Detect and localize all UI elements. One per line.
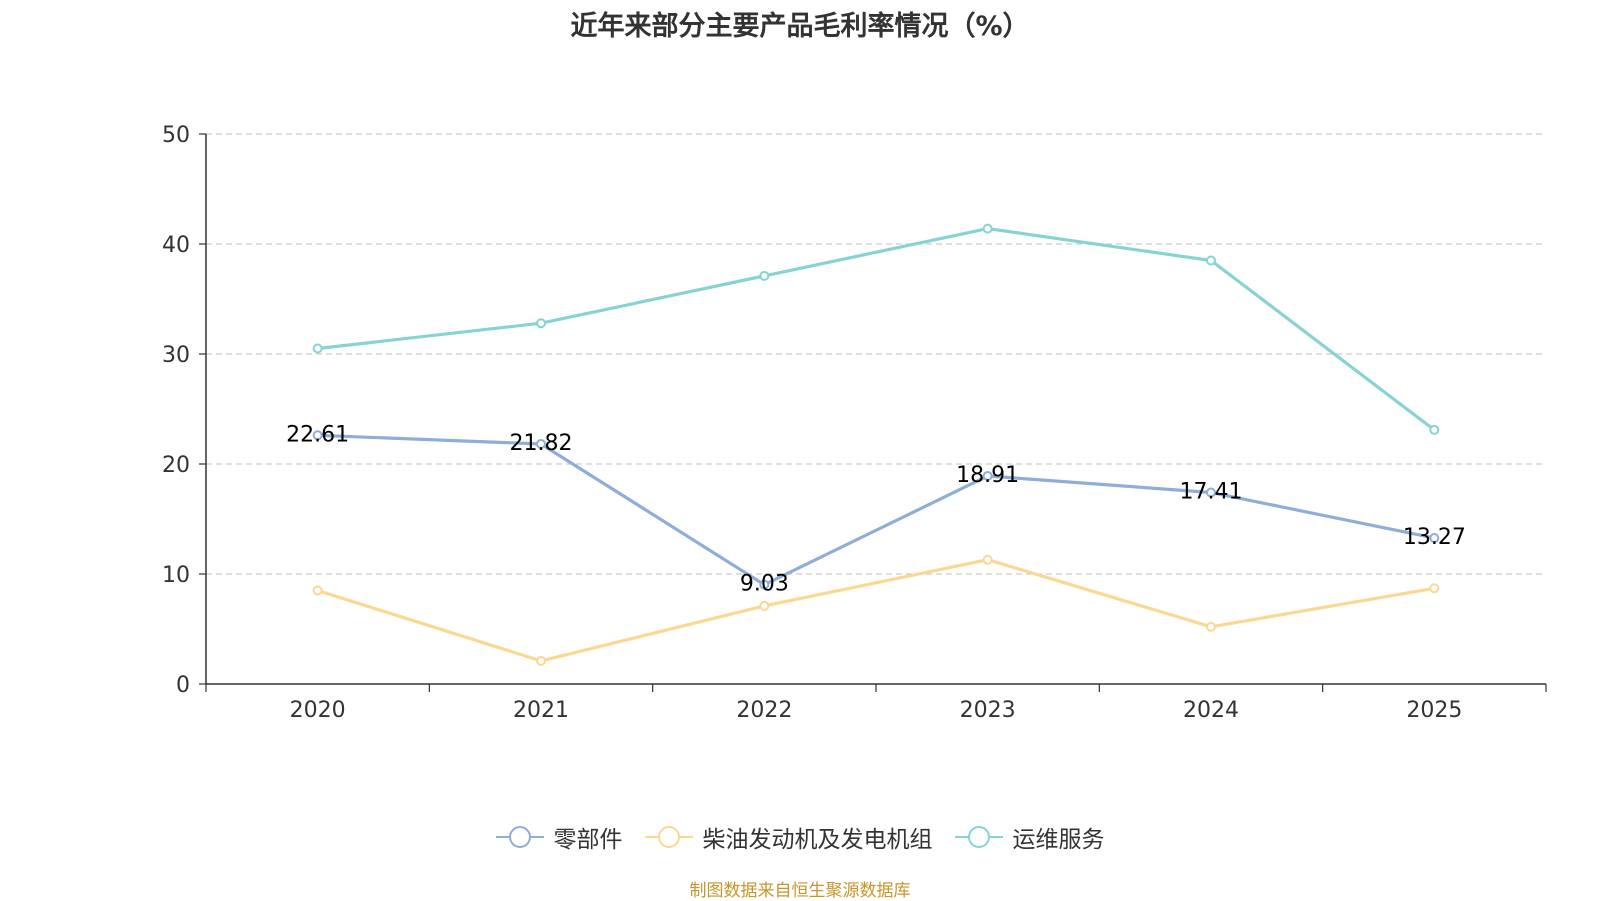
x-tick-label: 2025 (1406, 698, 1462, 723)
legend-item[interactable]: 柴油发动机及发电机组 (644, 820, 933, 854)
series-line (317, 227, 1436, 432)
legend-item[interactable]: 零部件 (495, 820, 623, 854)
series-line (317, 558, 1435, 663)
chart-title: 近年来部分主要产品毛利率情况（%） (570, 11, 1030, 42)
data-point (759, 270, 770, 281)
data-label: 17.41 (1180, 479, 1243, 504)
data-point (1206, 255, 1216, 266)
y-tick-label: 40 (162, 233, 190, 258)
data-point (1429, 583, 1440, 594)
axes: 0 10 20 30 40 50 2020 2021 2022 2023 2024 2025 (162, 123, 1547, 723)
legend-line-circle-icon (644, 826, 693, 848)
x-tick-label: 2020 (290, 698, 346, 723)
legend-item[interactable]: 运维服务 (954, 820, 1105, 854)
data-labels: 22.61 21.82 9.03 18.91 17.41 13.27 (286, 422, 1466, 596)
x-tick-label: 2024 (1183, 698, 1239, 723)
y-tick-label: 30 (162, 343, 190, 368)
data-point (1429, 533, 1440, 544)
legend-label: 柴油发动机及发电机组 (702, 827, 933, 853)
y-tick-label: 0 (176, 673, 190, 698)
data-point (982, 470, 993, 481)
data-point (536, 318, 546, 329)
series-line (317, 433, 1435, 587)
data-label: 21.82 (510, 431, 573, 456)
y-tick-label: 20 (162, 453, 190, 478)
grid-lines (206, 133, 1546, 575)
data-label: 9.03 (740, 572, 789, 597)
series-lines (312, 223, 1440, 666)
data-point (1429, 424, 1440, 435)
data-point (312, 343, 323, 354)
x-tick-label: 2021 (513, 698, 569, 723)
data-point (536, 438, 546, 449)
data-point (312, 585, 323, 596)
data-label: 18.91 (956, 463, 1019, 488)
data-label: 22.61 (286, 422, 349, 447)
x-tick-label: 2022 (736, 698, 792, 723)
data-point (759, 600, 770, 611)
data-point (536, 655, 546, 666)
x-tick-label: 2023 (960, 698, 1016, 723)
source-note: 制图数据来自恒生聚源数据库 (689, 881, 911, 901)
data-point (982, 223, 993, 234)
data-point (312, 430, 323, 441)
legend-line-circle-icon (954, 826, 1003, 848)
data-point (1206, 487, 1216, 498)
data-point (1206, 621, 1216, 632)
legend-line-circle-icon (495, 826, 544, 848)
chart-legend: 零部件 柴油发动机及发电机组 运维服务 (0, 820, 1600, 854)
legend-label: 运维服务 (1012, 827, 1105, 853)
y-tick-label: 50 (162, 123, 190, 148)
y-tick-label: 10 (162, 563, 190, 588)
data-point (759, 579, 770, 590)
legend-label: 零部件 (553, 827, 623, 853)
data-point (982, 554, 993, 565)
data-label: 13.27 (1403, 525, 1466, 550)
